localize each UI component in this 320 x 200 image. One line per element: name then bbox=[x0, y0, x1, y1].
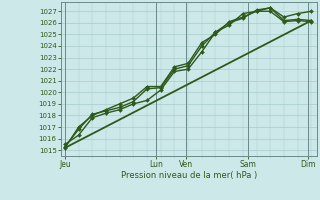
X-axis label: Pression niveau de la mer( hPa ): Pression niveau de la mer( hPa ) bbox=[121, 171, 257, 180]
